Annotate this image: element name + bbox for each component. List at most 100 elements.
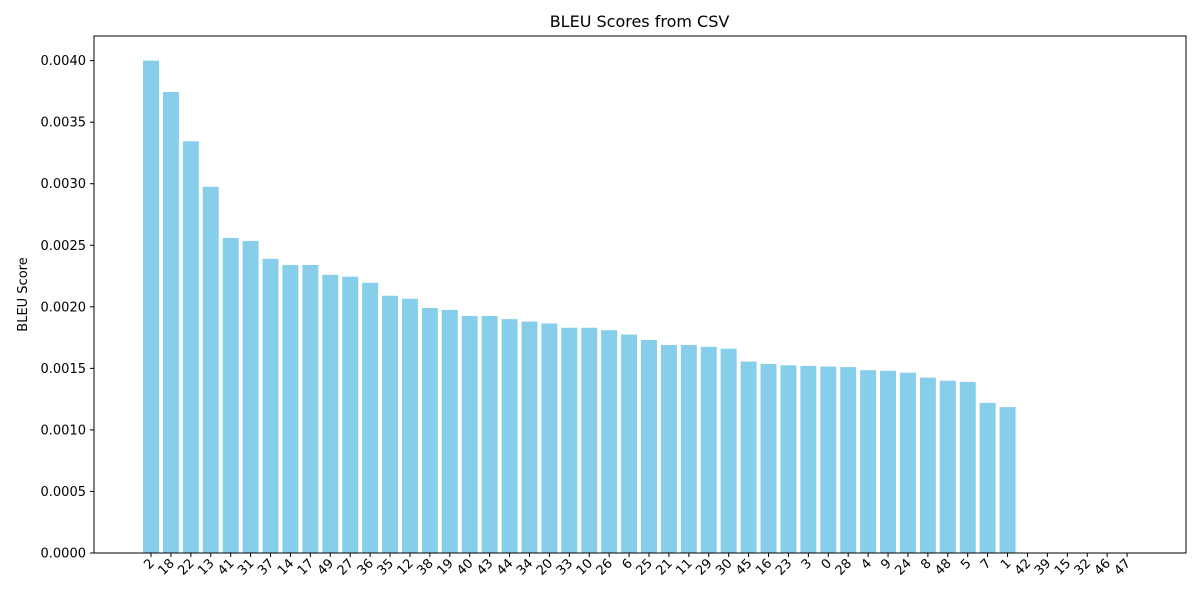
bar-45: [740, 361, 757, 553]
x-tick-label: 14: [275, 556, 297, 578]
y-tick-label: 0.0035: [41, 116, 87, 131]
bar-37: [262, 258, 279, 553]
x-tick-label: 12: [394, 556, 416, 578]
bar-41: [222, 237, 239, 553]
bar-19: [441, 309, 458, 553]
x-tick-label: 22: [175, 556, 197, 578]
x-tick-label: 32: [1072, 556, 1094, 578]
bar-5: [959, 381, 976, 553]
x-tick-label: 27: [335, 556, 357, 578]
x-tick-label: 48: [932, 556, 954, 578]
bar-0: [820, 366, 837, 553]
y-tick-label: 0.0005: [41, 485, 87, 500]
y-tick-label: 0.0025: [41, 239, 87, 254]
x-tick-label: 11: [673, 556, 695, 578]
x-tick-label: 36: [355, 556, 377, 578]
x-tick-label: 21: [653, 556, 675, 578]
bar-3: [800, 365, 817, 553]
x-tick-label: 18: [155, 556, 177, 578]
x-tick-label: 30: [713, 556, 735, 578]
y-axis-title: BLEU Score: [16, 257, 31, 331]
bar-4: [860, 370, 877, 553]
x-tick-label: 17: [295, 556, 317, 578]
y-tick-label: 0.0030: [41, 177, 87, 192]
bar-14: [282, 264, 299, 553]
x-tick-label: 24: [892, 556, 914, 578]
bar-2: [143, 60, 159, 554]
bar-22: [182, 141, 199, 553]
x-tick-label: 5: [958, 556, 974, 572]
bar-6: [621, 334, 638, 553]
bar-7: [979, 402, 996, 553]
bar-10: [581, 327, 598, 553]
x-tick-label: 42: [1012, 556, 1034, 578]
y-tick-label: 0.0020: [41, 300, 87, 315]
bar-40: [461, 316, 478, 553]
x-tick-label: 8: [918, 556, 934, 572]
x-tick-label: 7: [978, 556, 994, 572]
x-tick-label: 13: [195, 556, 217, 578]
bar-24: [899, 372, 916, 553]
x-tick-label: 28: [833, 556, 855, 578]
bar-12: [401, 298, 418, 553]
x-tick-label: 49: [315, 556, 337, 578]
bars-layer: [143, 60, 1016, 554]
x-tick-label: 9: [878, 556, 894, 572]
bar-36: [362, 282, 379, 553]
y-tick-label: 0.0040: [41, 54, 87, 69]
bar-20: [541, 323, 558, 553]
bar-27: [342, 276, 359, 553]
x-tick-label: 31: [235, 556, 257, 578]
bar-26: [601, 330, 618, 553]
x-tick-label: 40: [454, 556, 476, 578]
bar-17: [302, 264, 319, 553]
bar-49: [322, 274, 339, 553]
bar-1: [999, 407, 1016, 553]
bar-8: [919, 377, 936, 553]
x-tick-label: 23: [773, 556, 795, 578]
bar-34: [521, 321, 538, 553]
x-tick-label: 15: [1052, 556, 1074, 578]
bar-43: [481, 316, 498, 553]
x-tick-label: 4: [858, 556, 874, 572]
x-tick-label: 46: [1092, 556, 1114, 578]
x-tick-label: 29: [693, 556, 715, 578]
bar-13: [202, 186, 219, 554]
x-tick-label: 26: [594, 556, 616, 578]
y-tick-label: 0.0015: [41, 362, 87, 377]
bar-29: [700, 346, 717, 553]
x-tick-label: 25: [634, 556, 656, 578]
bar-31: [242, 240, 259, 553]
x-tick-label: 47: [1112, 556, 1134, 578]
bar-30: [720, 348, 737, 553]
x-tick-label: 19: [434, 556, 456, 578]
x-tick-label: 3: [799, 556, 815, 572]
bar-48: [939, 380, 956, 553]
x-tick-label: 45: [733, 556, 755, 578]
x-tick-label: 20: [534, 556, 556, 578]
x-tick-label: 43: [474, 556, 496, 578]
bar-9: [880, 370, 897, 553]
x-tick-label: 38: [414, 556, 436, 578]
y-tick-label: 0.0010: [41, 423, 87, 438]
x-tick-label: 37: [255, 556, 277, 578]
x-tick-label: 44: [494, 556, 516, 578]
plot-frame: [93, 35, 1187, 554]
x-tick-label: 1: [998, 556, 1014, 572]
bar-44: [501, 319, 518, 553]
x-tick-label: 39: [1032, 556, 1054, 578]
bar-35: [382, 295, 399, 553]
bar-25: [641, 340, 657, 553]
chart-title: BLEU Scores from CSV: [550, 12, 730, 31]
y-tick-label: 0.0000: [41, 547, 87, 562]
bar-18: [162, 92, 179, 553]
x-tick-label: 35: [375, 556, 397, 578]
y-axis-ticks: 0.0000 0.0005 0.0010 0.0015 0.0020 0.0025 0.00…: [41, 54, 94, 562]
bar-16: [760, 364, 777, 553]
x-tick-label: 16: [753, 556, 775, 578]
x-tick-label: 0: [819, 556, 835, 572]
bar-28: [840, 367, 857, 553]
